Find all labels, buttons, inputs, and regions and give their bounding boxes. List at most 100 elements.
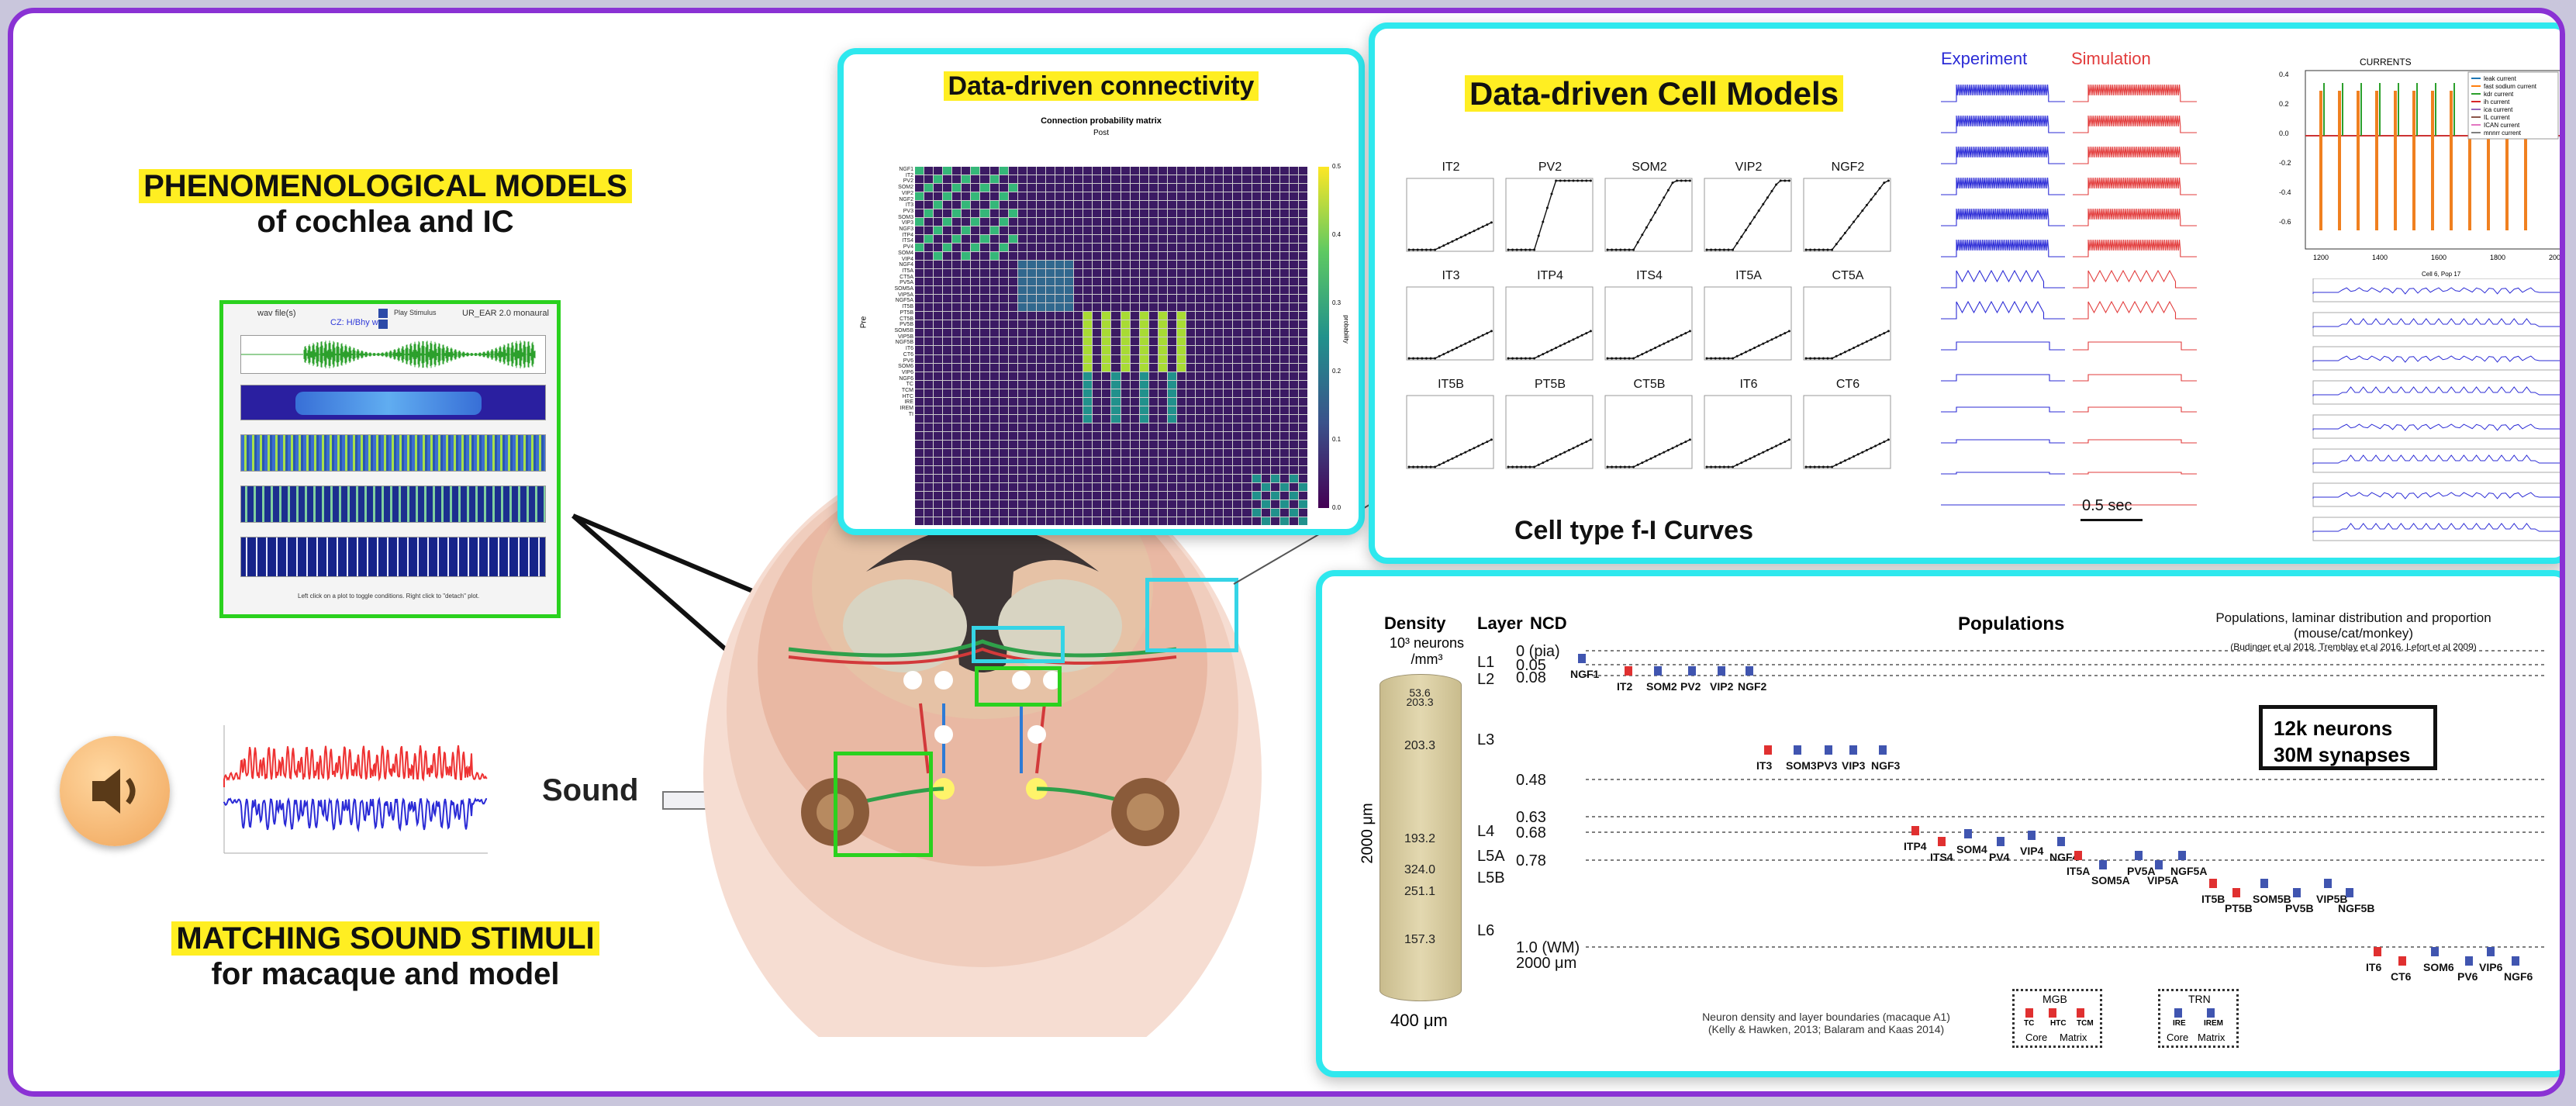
heatmap-cell (1233, 312, 1242, 320)
heatmap-cell (934, 380, 943, 389)
heatmap-cell (1167, 252, 1176, 261)
heatmap-cell (1045, 209, 1055, 218)
heatmap-cell (1083, 261, 1093, 269)
gui-an-map[interactable] (240, 434, 546, 472)
heatmap-cell (1224, 474, 1233, 482)
heatmap-cell (1093, 337, 1102, 346)
heatmap-cell (1055, 406, 1065, 414)
heatmap-cell (1289, 320, 1298, 329)
heatmap-cell (1214, 184, 1224, 192)
speaker-icon[interactable] (60, 736, 170, 846)
gui-panel-title: UR_EAR 2.0 monaural (462, 309, 549, 318)
gui-button-icon[interactable] (378, 320, 388, 329)
heatmap-cell (1111, 363, 1121, 372)
heatmap-cell (1121, 192, 1130, 201)
ic-highlight-box[interactable] (975, 666, 1062, 707)
heatmap-cell (1055, 389, 1065, 397)
heatmap-cell (1242, 209, 1252, 218)
heatmap-cell (962, 397, 971, 406)
heatmap-cell (971, 175, 980, 184)
density-values: 53.6 203.3 203.3 193.2 324.0 251.1 157.3 (1380, 576, 1460, 1042)
gui-spectrogram[interactable] (240, 385, 546, 420)
heatmap-cell (924, 184, 934, 192)
heatmap-cell (971, 414, 980, 423)
heatmap-cell (1224, 337, 1233, 346)
heatmap-cell (1252, 235, 1261, 244)
heatmap-cell (1186, 320, 1196, 329)
gui-waveform-plot[interactable] (240, 335, 546, 374)
heatmap-cell (1027, 482, 1036, 491)
heatmap-cell (1205, 482, 1214, 491)
heatmap-cell (1008, 320, 1017, 329)
heatmap-cell (1139, 218, 1148, 226)
heatmap-cell (1008, 218, 1017, 226)
gui-raster-plot[interactable] (240, 537, 546, 577)
heatmap-cell (1214, 167, 1224, 175)
heatmap-cell (1065, 261, 1074, 269)
heatmap-cell (1261, 508, 1270, 517)
thalamus-highlight-box[interactable] (972, 626, 1065, 663)
heatmap-cell (934, 372, 943, 380)
heatmap-cell (1270, 499, 1279, 508)
heatmap-cell (1270, 252, 1279, 261)
heatmap-cell (1093, 440, 1102, 448)
population-marker (2374, 947, 2381, 956)
heatmap-cell (1289, 517, 1298, 525)
cortex-highlight-box[interactable] (1145, 578, 1238, 652)
heatmap-cell (1298, 175, 1307, 184)
heatmap-cell (1121, 499, 1130, 508)
heatmap-cell (952, 252, 962, 261)
heatmap-cell (934, 337, 943, 346)
heatmap-cell (943, 508, 952, 517)
heatmap-cell (1261, 329, 1270, 337)
heatmap-cell (1111, 465, 1121, 474)
heatmap-cell (1093, 278, 1102, 286)
heatmap-cell (1093, 226, 1102, 235)
heatmap-cell (1055, 218, 1065, 226)
heatmap-cell (962, 491, 971, 499)
gui-button-icon[interactable] (378, 309, 388, 318)
heatmap-cell (980, 286, 989, 295)
heatmap-cell (1027, 499, 1036, 508)
heatmap-cell (1121, 491, 1130, 499)
heatmap-cell (1176, 346, 1186, 354)
population-label: PV2 (1680, 680, 1701, 693)
heatmap-cell (1186, 192, 1196, 201)
heatmap-cell (1270, 295, 1279, 303)
heatmap-cell (1139, 465, 1148, 474)
heatmap-cell (924, 499, 934, 508)
heatmap-cell (1121, 431, 1130, 440)
heatmap-cell (924, 286, 934, 295)
heatmap-cell (971, 465, 980, 474)
connection-heatmap[interactable] (915, 167, 1307, 525)
heatmap-cell (1261, 295, 1270, 303)
heatmap-cell (1279, 269, 1289, 278)
heatmap-cell (934, 192, 943, 201)
column-bottom: 400 μm (1390, 1011, 1448, 1030)
heatmap-cell (1261, 482, 1270, 491)
heatmap-cell (1017, 389, 1027, 397)
heatmap-cell (1121, 354, 1130, 363)
heatmap-cell (1027, 286, 1036, 295)
population-label: SOM3 (1786, 759, 1817, 772)
heatmap-cell (1224, 406, 1233, 414)
population-label: SOM4 (1956, 843, 1987, 855)
matrix-row-label: NGF3 (899, 226, 913, 233)
gui-play[interactable]: Play Stimulus (394, 309, 437, 316)
fi-plot: CT5A (1803, 269, 1893, 366)
heatmap-cell (1111, 448, 1121, 457)
heatmap-cell (1242, 192, 1252, 201)
heatmap-cell (1205, 320, 1214, 329)
cochlea-highlight-box[interactable] (834, 752, 933, 857)
small-state-plots[interactable] (2290, 278, 2565, 555)
heatmap-cell (924, 363, 934, 372)
heatmap-cell (934, 448, 943, 457)
heatmap-cell (1233, 397, 1242, 406)
heatmap-cell (1261, 423, 1270, 431)
gui-ic-plot[interactable] (240, 486, 546, 523)
heatmap-cell (1036, 363, 1045, 372)
heatmap-cell (1008, 397, 1017, 406)
heatmap-cell (962, 414, 971, 423)
heatmap-cell (1176, 414, 1186, 423)
